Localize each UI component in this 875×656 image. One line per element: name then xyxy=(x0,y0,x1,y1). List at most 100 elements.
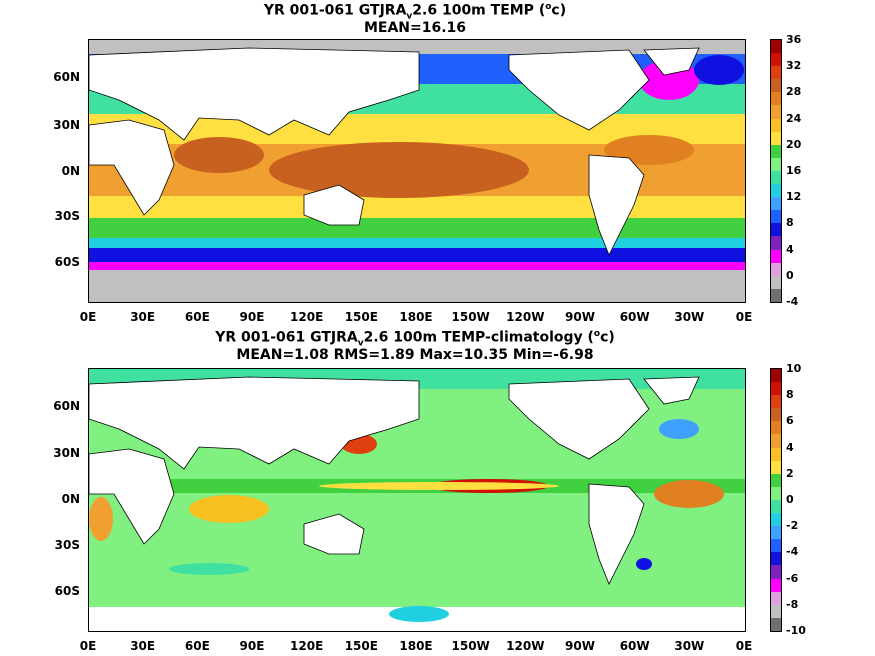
colorbar-segment xyxy=(771,53,781,67)
top_panel-lon-label: 150W xyxy=(451,310,490,324)
colorbar-segment xyxy=(771,552,781,566)
top_panel-lon-label: 0E xyxy=(79,310,97,324)
colorbar-segment xyxy=(771,565,781,579)
colorbar-segment xyxy=(771,591,781,605)
top_panel-lon-label: 60W xyxy=(619,310,650,324)
colorbar-segment xyxy=(771,170,781,185)
colorbar-tick-label: -10 xyxy=(786,624,806,637)
colorbar-segment xyxy=(771,395,781,409)
top-lat-label-60n: 60N xyxy=(53,70,80,84)
colorbar-segment xyxy=(771,157,781,171)
colorbar-segment xyxy=(771,382,781,396)
bottom_panel-lon-label: 60W xyxy=(619,639,650,653)
colorbar-tick-label: 32 xyxy=(786,59,802,73)
top-map xyxy=(88,39,746,303)
colorbar-segment xyxy=(771,262,781,276)
colorbar-segment xyxy=(771,486,781,500)
bottom_panel-lon-label: 150E xyxy=(344,639,378,653)
top_panel-lon-label: 0E xyxy=(735,310,753,324)
colorbar-segment xyxy=(771,526,781,540)
colorbar-segment xyxy=(771,92,781,106)
top-lat-label-60s: 60S xyxy=(54,255,80,269)
bottom_panel-lon-label: 120W xyxy=(506,639,545,653)
colorbar-segment xyxy=(771,460,781,474)
colorbar-segment xyxy=(771,144,781,158)
top-panel-subtitle: MEAN=16.16 xyxy=(363,20,467,36)
colorbar-segment xyxy=(771,249,781,263)
colorbar-segment xyxy=(771,66,781,80)
colorbar-segment xyxy=(771,40,781,54)
colorbar-segment xyxy=(771,604,781,618)
bottom_panel-lon-label: 0E xyxy=(79,639,97,653)
top_panel-lon-label: 90E xyxy=(239,310,265,324)
top_panel-lon-label: 30W xyxy=(674,310,705,324)
bottom_panel-lon-label: 0E xyxy=(735,639,753,653)
colorbar-tick-label: -6 xyxy=(786,571,799,585)
colorbar-tick-label: -2 xyxy=(786,519,799,533)
top_panel-lon-label: 180E xyxy=(399,310,433,324)
bottom-lat-label-0n: 0N xyxy=(61,492,80,506)
colorbar-segment xyxy=(771,184,781,198)
colorbar-segment xyxy=(771,473,781,487)
colorbar-segment xyxy=(771,288,781,302)
colorbar-tick-label: -4 xyxy=(786,295,799,308)
top_panel-lon-label: 60E xyxy=(184,310,210,324)
colorbar-segment xyxy=(771,408,781,422)
bottom_panel-lon-label: 60E xyxy=(184,639,210,653)
bottom-panel-subtitle: MEAN=1.08 RMS=1.89 Max=10.35 Min=-6.98 xyxy=(236,347,594,363)
colorbar-tick-label: 10 xyxy=(786,362,802,375)
top-colorbar xyxy=(770,39,782,303)
colorbar-segment xyxy=(771,369,781,383)
bottom_panel-lon-label: 30E xyxy=(130,639,156,653)
colorbar-segment xyxy=(771,236,781,250)
top_panel-lon-label: 120E xyxy=(290,310,324,324)
colorbar-segment xyxy=(771,578,781,592)
top_panel-lon-label: 30E xyxy=(130,310,156,324)
colorbar-tick-label: 8 xyxy=(786,216,794,230)
top-lat-label-30s: 30S xyxy=(54,209,80,223)
colorbar-segment xyxy=(771,105,781,119)
colorbar-segment xyxy=(771,434,781,448)
top_panel-lon-label: 120W xyxy=(506,310,545,324)
colorbar-tick-label: 24 xyxy=(786,111,802,125)
colorbar-segment xyxy=(771,617,781,631)
colorbar-tick-label: 6 xyxy=(786,414,794,428)
bottom_panel-lon-label: 90W xyxy=(565,639,595,653)
colorbar-tick-label: 36 xyxy=(786,33,802,46)
colorbar-tick-label: 12 xyxy=(786,190,802,204)
colorbar-segment xyxy=(771,79,781,93)
colorbar-segment xyxy=(771,499,781,514)
colorbar-segment xyxy=(771,210,781,224)
bottom-lat-label-30n: 30N xyxy=(53,446,80,460)
colorbar-segment xyxy=(771,275,781,289)
colorbar-tick-label: -4 xyxy=(786,545,799,559)
colorbar-tick-label: 4 xyxy=(786,440,794,454)
colorbar-segment xyxy=(771,118,781,132)
colorbar-tick-label: 20 xyxy=(786,137,802,151)
colorbar-segment xyxy=(771,447,781,461)
colorbar-segment xyxy=(771,223,781,237)
bottom-colorbar xyxy=(770,368,782,632)
bottom-map xyxy=(88,368,746,632)
top-lat-label-30n: 30N xyxy=(53,118,80,132)
colorbar-tick-label: 0 xyxy=(786,493,794,506)
bottom_panel-lon-label: 150W xyxy=(451,639,490,653)
top-panel-title: YR 001-061 GTJRAv2.6 100m TEMP (oc) xyxy=(263,2,567,22)
top-lat-label-0n: 0N xyxy=(61,164,80,178)
bottom-panel-title: YR 001-061 GTJRAv2.6 100m TEMP-climatolo… xyxy=(215,329,615,349)
colorbar-segment xyxy=(771,539,781,553)
top_panel-lon-label: 150E xyxy=(344,310,378,324)
bottom_panel-lon-label: 30W xyxy=(674,639,705,653)
colorbar-segment xyxy=(771,513,781,527)
colorbar-tick-label: 28 xyxy=(786,85,802,99)
colorbar-tick-label: 0 xyxy=(786,268,794,282)
colorbar-segment xyxy=(771,197,781,211)
bottom-lat-label-30s: 30S xyxy=(54,538,80,552)
colorbar-tick-label: 16 xyxy=(786,164,802,177)
colorbar-tick-label: 8 xyxy=(786,388,794,402)
bottom_panel-lon-label: 90E xyxy=(239,639,265,653)
bottom_panel-lon-label: 120E xyxy=(290,639,324,653)
colorbar-tick-label: 2 xyxy=(786,466,794,480)
colorbar-segment xyxy=(771,131,781,145)
colorbar-tick-label: 4 xyxy=(786,242,794,256)
